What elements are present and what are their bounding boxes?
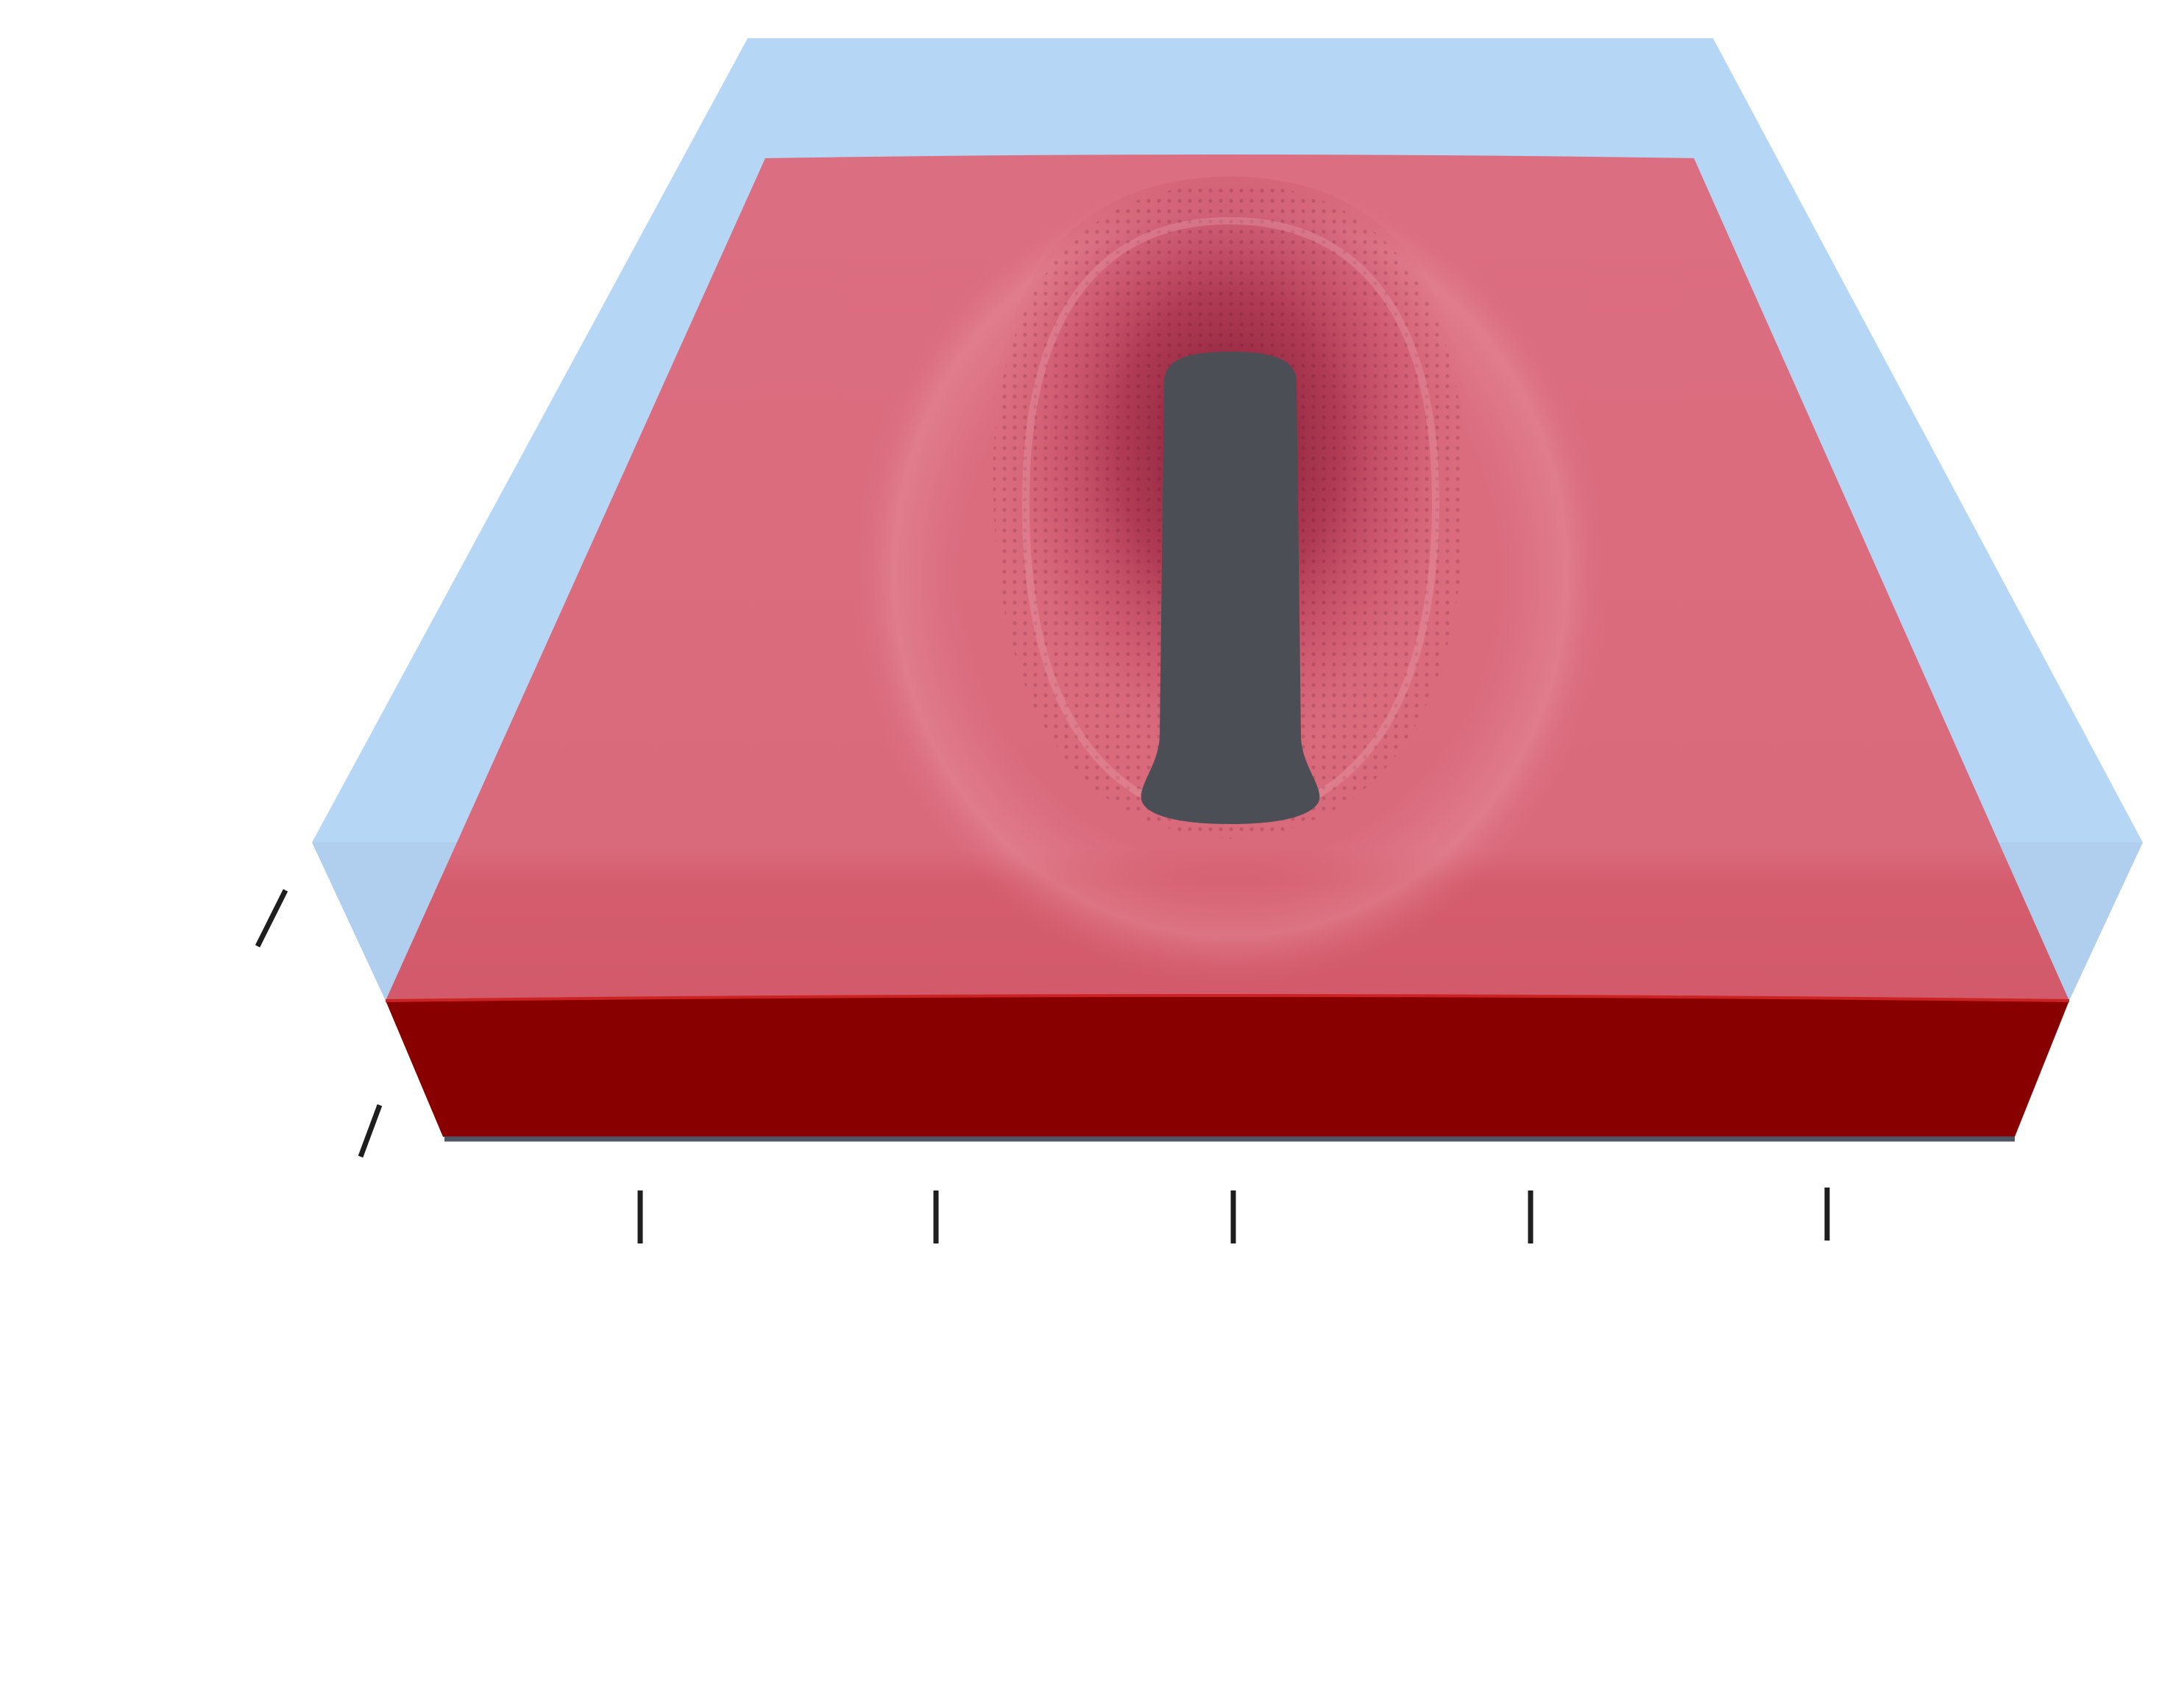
z-tick-lower [358,1104,383,1158]
film-front-face [386,996,2069,1137]
film-front-edge [385,994,2070,1002]
dewetted-hole [1141,352,1320,824]
z-tick-upper [255,889,288,948]
slanted-tick-marks-icon [255,889,383,1158]
vertical-tick-marks-icon [637,1188,1830,1243]
